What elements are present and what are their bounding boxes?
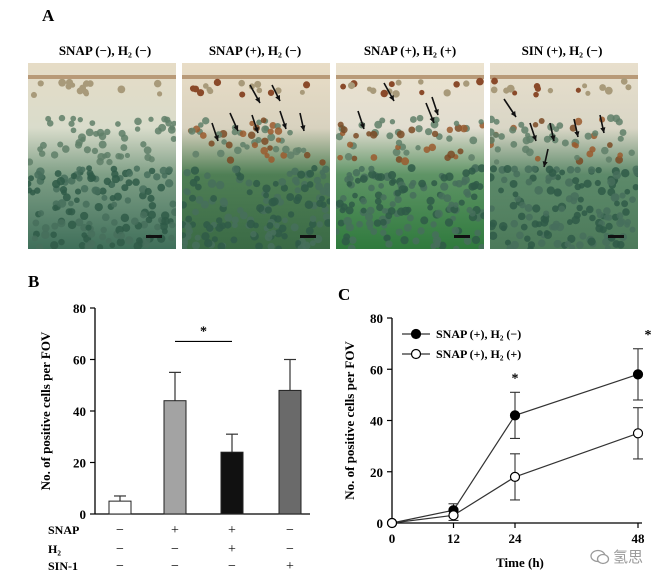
panel-label-a: A — [42, 6, 55, 25]
condition-sign: − — [171, 542, 179, 557]
condition-sign: − — [286, 523, 294, 538]
line-chart: 0 20 40 60 80 0 12 24 48 Time (h) No. of positive … — [342, 311, 652, 570]
micrograph-3 — [336, 63, 484, 249]
y-tick-label: 40 — [370, 414, 383, 429]
legend-marker — [410, 348, 422, 360]
micrograph-title-1: SNAP (−), H₂ (−) — [58, 43, 152, 58]
y-axis-label: No. of positive cells per FOV — [342, 341, 357, 500]
bar — [220, 451, 244, 515]
condition-sign: + — [286, 559, 294, 574]
x-axis-label: Time (h) — [496, 555, 544, 570]
legend-label: SNAP (+), H₂ (−) — [436, 327, 521, 341]
condition-sign: − — [116, 523, 124, 538]
series-line — [391, 432, 639, 524]
data-point — [448, 510, 459, 521]
bar — [108, 500, 132, 515]
bar — [278, 389, 302, 515]
condition-sign: + — [171, 523, 179, 538]
data-point — [632, 369, 644, 380]
x-tick-label: 24 — [509, 531, 523, 546]
y-axis-label: No. of positive cells per FOV — [38, 331, 53, 490]
micrograph-2 — [182, 63, 330, 249]
watermark: 氢思 — [590, 546, 643, 567]
condition-sign: − — [116, 559, 124, 574]
micrograph-title-2: SNAP (+), H₂ (−) — [208, 43, 302, 58]
micrograph-title-4: SIN (+), H₂ (−) — [521, 43, 603, 58]
panel-label-c: C — [338, 285, 351, 304]
y-tick-label: 20 — [370, 465, 383, 480]
legend-marker — [410, 328, 422, 340]
condition-sign: − — [171, 559, 179, 574]
y-tick-label: 0 — [377, 516, 384, 531]
y-tick-label: 80 — [370, 311, 383, 326]
data-point — [632, 428, 644, 439]
y-tick-label: 80 — [73, 301, 86, 316]
condition-sign: + — [228, 523, 236, 538]
significance-mark: * — [512, 371, 519, 386]
data-point — [386, 517, 398, 529]
wechat-icon — [590, 549, 610, 565]
data-point — [509, 410, 521, 421]
legend-label: SNAP (+), H₂ (+) — [436, 347, 521, 361]
y-tick-label: 60 — [73, 353, 86, 368]
bar — [163, 400, 187, 515]
x-tick-label: 0 — [389, 531, 396, 546]
condition-sign: + — [228, 542, 236, 557]
significance-mark: * — [200, 324, 207, 339]
y-tick-label: 0 — [80, 507, 87, 522]
bar-chart: 0 20 40 60 80 No. of positive cells per FOV * S… — [38, 301, 310, 574]
micrograph-1 — [28, 63, 176, 249]
y-tick-label: 20 — [73, 456, 86, 471]
y-tick-label: 40 — [73, 404, 86, 419]
y-tick-label: 60 — [370, 362, 383, 377]
significance-mark: * — [645, 328, 652, 343]
condition-sign: − — [286, 542, 294, 557]
x-tick-label: 48 — [632, 531, 646, 546]
micrograph-title-3: SNAP (+), H₂ (+) — [363, 43, 457, 58]
watermark-text: 氢思 — [613, 548, 644, 566]
condition-label: SNAP — [48, 523, 79, 537]
series-line — [391, 373, 639, 524]
condition-sign: − — [116, 542, 124, 557]
micrograph-4 — [490, 63, 638, 249]
data-point — [509, 471, 521, 482]
condition-label: H₂ — [48, 542, 61, 556]
panel-label-b: B — [28, 272, 40, 291]
condition-sign: − — [228, 559, 236, 574]
condition-label: SIN-1 — [48, 559, 78, 573]
x-tick-label: 12 — [447, 531, 460, 546]
